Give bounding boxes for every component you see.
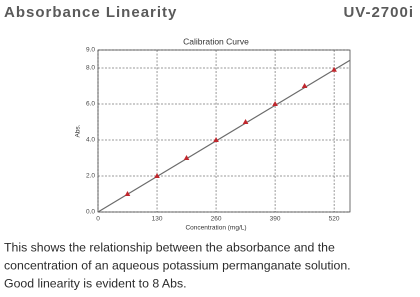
y-tick-label: 2.0: [86, 173, 95, 180]
data-point: [124, 191, 131, 196]
x-tick-label: 390: [270, 216, 281, 223]
caption-line: Good linearity is evident to 8 Abs.: [4, 276, 187, 290]
data-point: [331, 66, 337, 72]
x-axis-label: Concentration (mg/L): [185, 225, 246, 232]
x-tick-label: 0: [96, 216, 100, 223]
plot-frame: [97, 49, 351, 213]
y-tick-label: 0.0: [86, 209, 95, 216]
caption-line: concentration of an aqueous potassium pe…: [4, 258, 351, 272]
y-tick-label: 6.0: [86, 101, 95, 108]
x-tick-label: 130: [152, 216, 163, 223]
header-model: UV-2700i: [343, 4, 414, 21]
caption-line: This shows the relationship between the …: [4, 240, 335, 254]
y-tick-label: 4.0: [86, 137, 95, 144]
data-point: [242, 119, 249, 124]
data-point: [213, 137, 219, 142]
y-tick-label: 9.0: [86, 47, 95, 54]
y-tick-label: 8.0: [86, 65, 95, 72]
chart-title: Calibration Curve: [183, 36, 249, 46]
x-tick-label: 520: [329, 216, 340, 223]
header-title: Absorbance Linearity: [4, 4, 177, 21]
data-point: [301, 83, 308, 88]
fit-line: [97, 59, 351, 213]
x-tick-label: 260: [211, 216, 222, 223]
data-point: [183, 155, 190, 160]
y-axis-label: Abs.: [75, 124, 82, 137]
data-point: [272, 101, 278, 106]
data-point: [154, 173, 160, 178]
